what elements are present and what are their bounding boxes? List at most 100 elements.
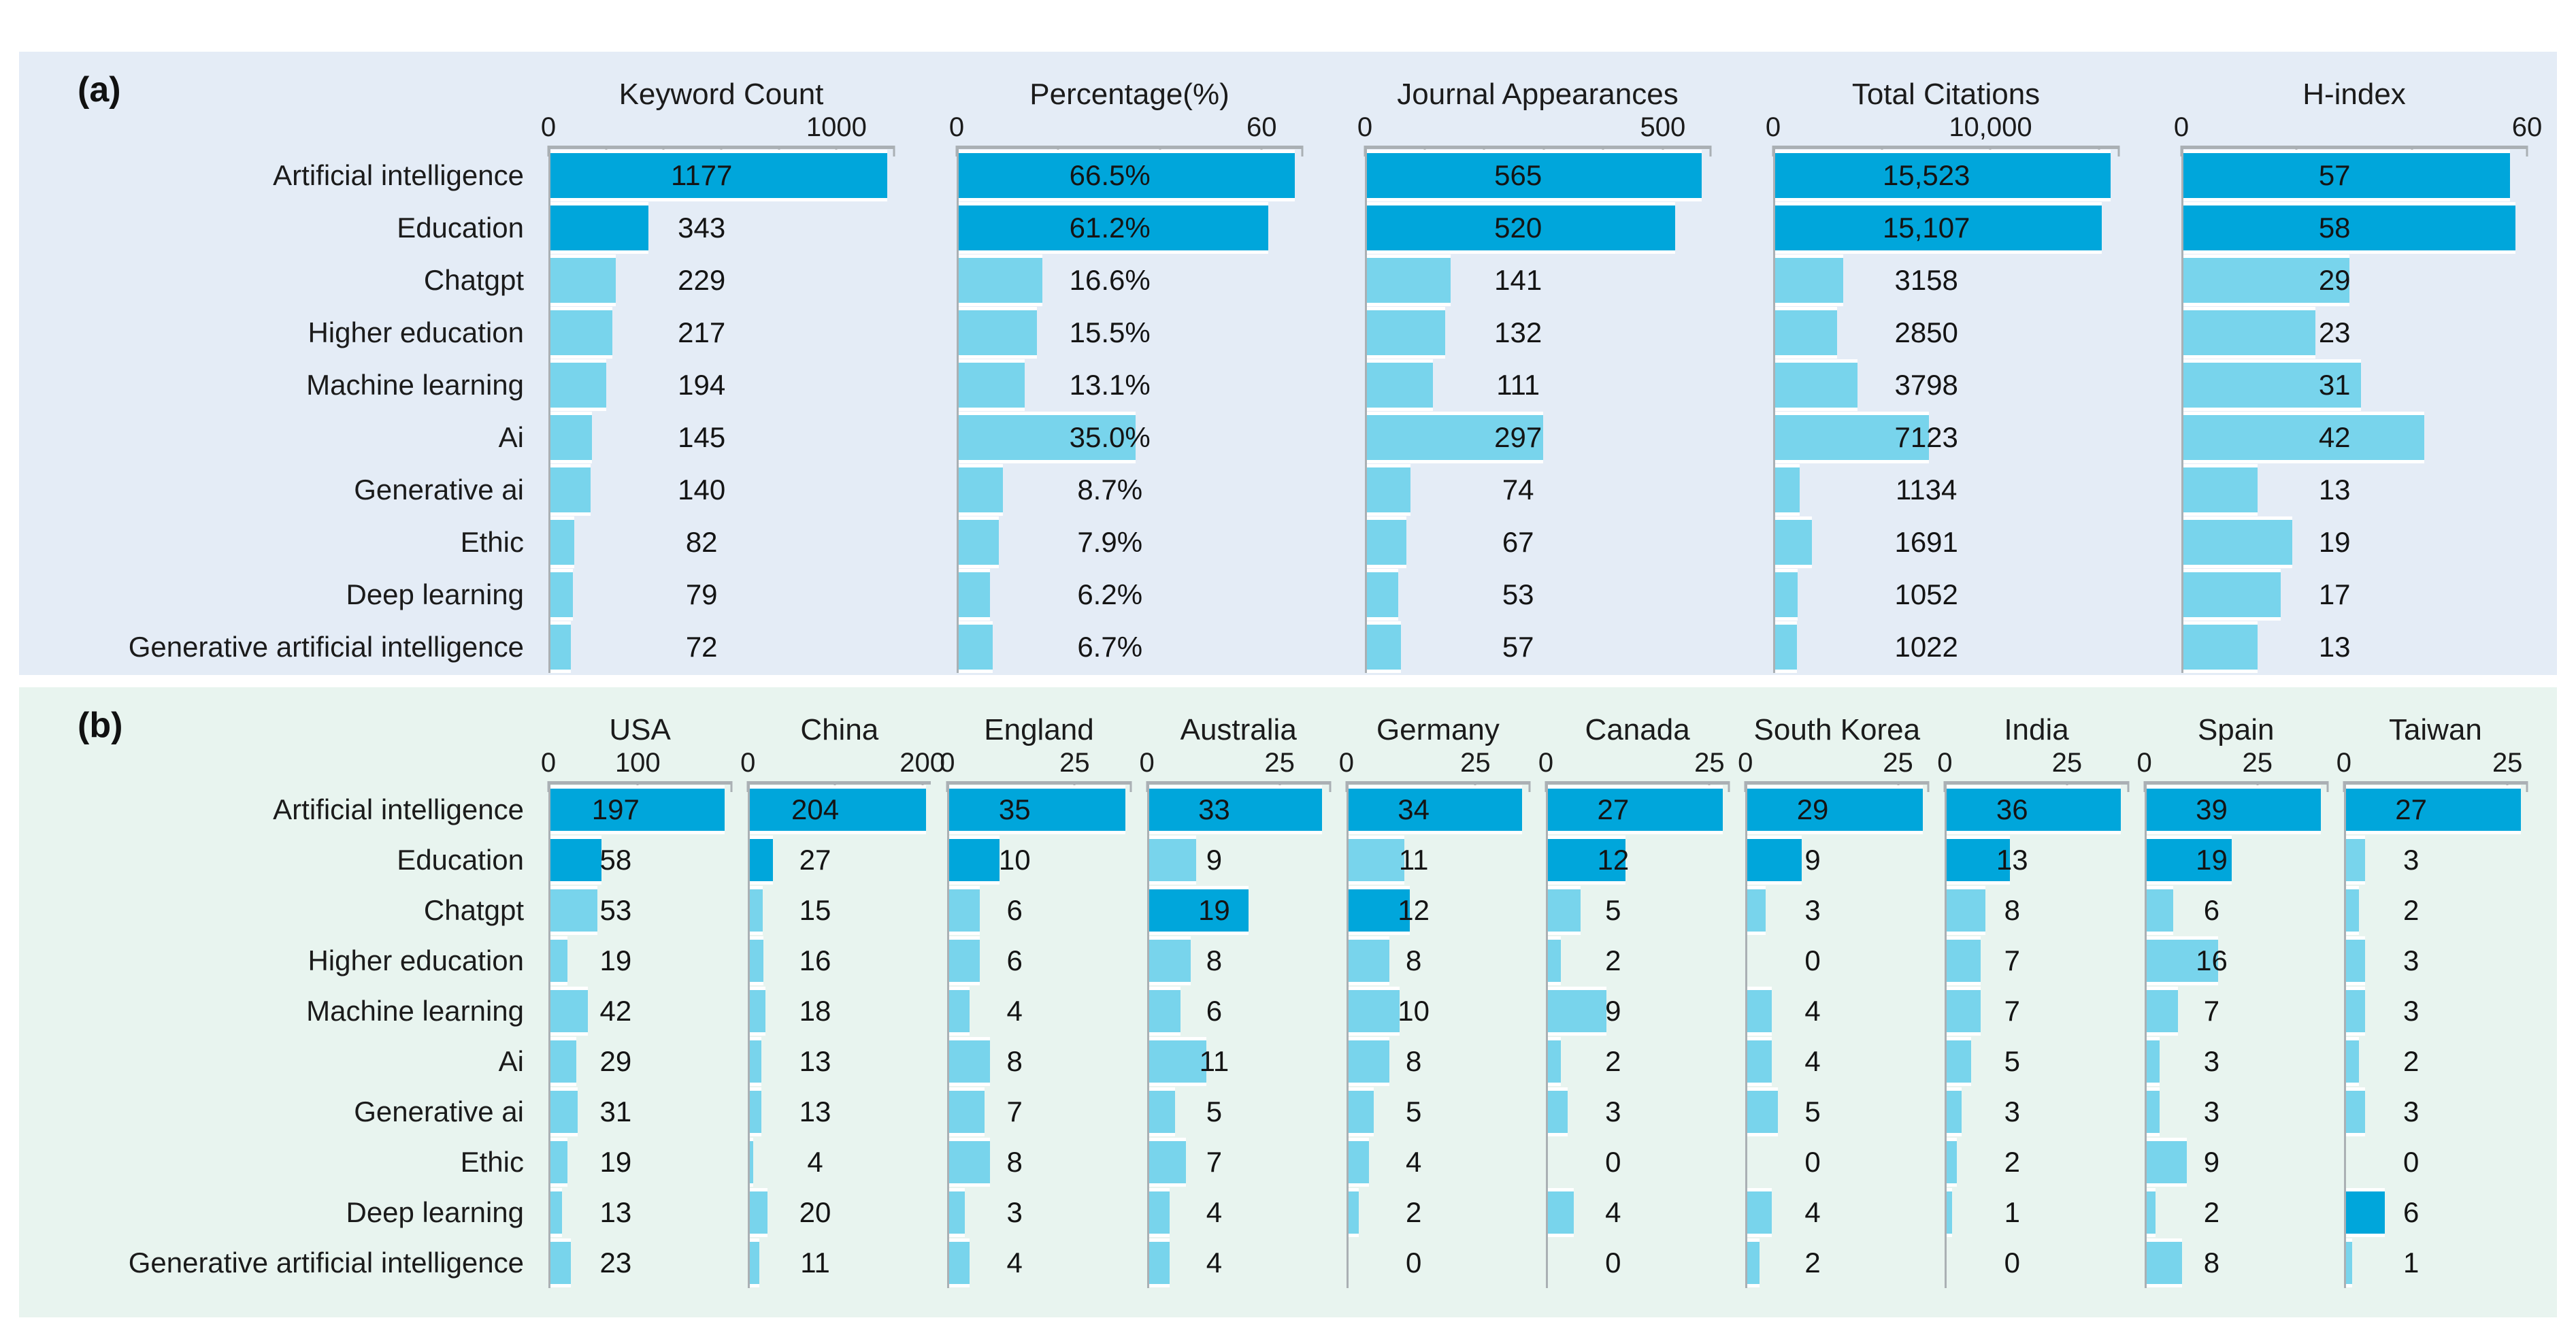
bar-value-label: 3158 xyxy=(1894,263,1958,296)
bar-value-label: 35 xyxy=(998,793,1031,825)
bar-row: 12 xyxy=(1548,835,1729,885)
bar-row: 217 xyxy=(550,306,894,359)
bar xyxy=(550,1138,567,1187)
bar xyxy=(2146,1138,2187,1187)
bar-row: 0 xyxy=(1548,1238,1729,1288)
bar-value-label: 16.6% xyxy=(1069,263,1151,296)
bar xyxy=(1947,836,2010,885)
bar-row: 5 xyxy=(1348,1087,1530,1137)
chart-column: Germany 0 25 34 11 12 8 10 8 5 4 2 0 xyxy=(1339,705,1531,1288)
bar-value-label: 1052 xyxy=(1894,578,1958,610)
bar xyxy=(1747,1188,1772,1237)
bar xyxy=(949,785,1126,834)
bar-value-label: 17 xyxy=(2318,578,2351,610)
axis-tick-labels: 0 100 xyxy=(541,747,731,781)
bar-value-label: 8.7% xyxy=(1077,473,1143,506)
bar-row: 2 xyxy=(1548,1036,1729,1087)
bar-row: 9 xyxy=(1747,835,1928,885)
axis-tick-labels: 0 60 xyxy=(949,112,1302,146)
bar-value-label: 57 xyxy=(2318,159,2351,191)
axis-tick-mark xyxy=(2127,781,2130,792)
bar xyxy=(2345,936,2366,985)
axis-tick-label: 25 xyxy=(1059,748,1090,778)
bar-value-label: 10 xyxy=(1398,995,1430,1027)
bar xyxy=(1367,411,1543,463)
bar-row: 9 xyxy=(1149,835,1330,885)
bar-row: 8 xyxy=(949,1137,1130,1187)
bar-row: 15.5% xyxy=(959,306,1302,359)
bar-row: 3 xyxy=(2345,986,2527,1036)
bar xyxy=(550,886,597,935)
bar-row: 3 xyxy=(2345,1087,2527,1137)
bar-row: 5 xyxy=(1548,885,1729,936)
bar-row: 4 xyxy=(750,1137,931,1187)
bar xyxy=(1149,936,1191,985)
bar-value-label: 34 xyxy=(1398,793,1430,825)
bar-row: 4 xyxy=(949,1238,1130,1288)
bar xyxy=(550,516,574,568)
axis-tick-label: 0 xyxy=(1738,748,1753,778)
bar-row: 204 xyxy=(750,785,931,835)
bar-value-label: 9 xyxy=(1804,844,1821,876)
bar-rows: 33 9 19 8 6 11 5 7 4 4 xyxy=(1146,785,1330,1288)
bar-value-label: 4 xyxy=(1206,1196,1223,1228)
bar-value-label: 12 xyxy=(1597,844,1630,876)
bar-row: 13 xyxy=(1947,835,2128,885)
bar-row: 1177 xyxy=(550,149,894,201)
bar-row: 4 xyxy=(1149,1238,1330,1288)
bar-value-label: 19 xyxy=(2318,525,2351,558)
bar-row: 4 xyxy=(1348,1137,1530,1187)
bar xyxy=(959,463,1003,516)
axis-tick-mark xyxy=(2526,146,2528,157)
bar-row: 16.6% xyxy=(959,254,1302,306)
bar-value-label: 27 xyxy=(2395,793,2428,825)
bar-row: 31 xyxy=(2183,359,2527,411)
bar-value-label: 5 xyxy=(2004,1045,2020,1077)
bar-row: 57 xyxy=(2183,149,2527,201)
axis-tick-label: 0 xyxy=(2136,748,2152,778)
bar-value-label: 6.7% xyxy=(1077,630,1143,663)
category-label: Ethic xyxy=(460,1146,524,1178)
bar-row: 0 xyxy=(1747,1137,1928,1187)
bar xyxy=(550,1037,576,1086)
axis-tick-label: 0 xyxy=(540,748,557,778)
bar-row: 10 xyxy=(1348,986,1530,1036)
axis-tick-label: 0 xyxy=(1538,748,1554,778)
bar-row: 3158 xyxy=(1775,254,2119,306)
bar xyxy=(1747,1087,1778,1136)
bar-value-label: 13 xyxy=(2318,473,2351,506)
bar xyxy=(1548,1037,1562,1086)
bar xyxy=(1367,621,1401,673)
chart-column: Canada 0 25 27 12 5 2 9 2 3 0 4 0 xyxy=(1538,705,1730,1288)
bar-value-label: 0 xyxy=(1405,1247,1422,1279)
bar xyxy=(2345,785,2521,834)
axis-tick-label: 0 xyxy=(940,748,955,778)
bar-value-label: 145 xyxy=(678,421,726,453)
bar-row: 343 xyxy=(550,201,894,254)
bar xyxy=(550,1238,571,1287)
column-title: Australia xyxy=(1180,713,1297,746)
bar xyxy=(1747,785,1923,834)
axis-tick-mark xyxy=(1129,781,1132,792)
axis-tick-label: 60 xyxy=(2511,112,2543,142)
chart-column: Percentage(%) 0 60 66.5% 61.2% 16.6% 15.5% 13.1… xyxy=(949,69,1304,673)
axis-tick-label: 25 xyxy=(1883,748,1913,778)
category-label: Higher education xyxy=(308,944,524,976)
bar-value-label: 72 xyxy=(685,630,718,663)
bar-row: 16 xyxy=(2146,936,2328,986)
bar-value-label: 27 xyxy=(1597,793,1630,825)
bar xyxy=(949,1037,990,1086)
bar-row: 297 xyxy=(1367,411,1711,463)
bar xyxy=(1149,987,1180,1036)
bar-row: 2 xyxy=(2345,1036,2527,1087)
bar-row: 19 xyxy=(550,936,731,986)
bar-row: 6 xyxy=(2345,1187,2527,1238)
bar xyxy=(2183,306,2315,359)
bar xyxy=(1348,1037,1389,1086)
axis-tick-labels: 0 25 xyxy=(1937,747,2128,781)
bar xyxy=(550,359,606,411)
chart-column: Keyword Count 0 1000 1177 343 229 217 194 145 140… xyxy=(541,69,895,673)
panel-b: (b) Artificial intelligence Education Chat… xyxy=(19,687,2557,1317)
bar xyxy=(949,1188,965,1237)
axis-tick-label: 500 xyxy=(1640,112,1686,142)
